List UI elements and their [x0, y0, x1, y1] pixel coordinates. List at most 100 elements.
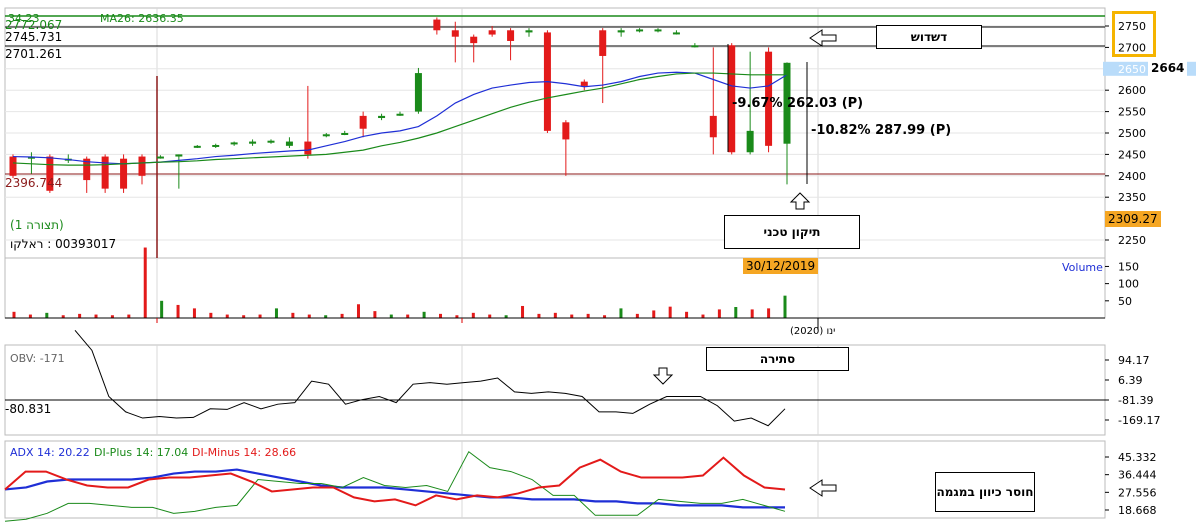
price-value-3: 2701.261: [5, 47, 63, 61]
candle-up: [636, 29, 644, 32]
volume-bar: [406, 314, 410, 318]
candle-up: [617, 30, 625, 33]
volume-label: Volume: [1062, 261, 1103, 274]
candle-down: [138, 156, 146, 176]
candle-down: [470, 36, 478, 44]
candle-up: [396, 113, 404, 116]
price-tag-2309: 2309.27: [1105, 211, 1161, 227]
volume-bar: [373, 311, 377, 318]
arrow-left-sideways: [809, 29, 837, 47]
obv-ytick-label: -81.39: [1118, 394, 1153, 407]
candle-up: [322, 134, 330, 137]
obv-ytick-label: 94.17: [1118, 354, 1150, 367]
candle-up: [212, 144, 220, 147]
price-ytick-highlight: 2650: [1118, 63, 1146, 76]
candle-up: [27, 156, 35, 159]
volume-bar: [603, 315, 607, 318]
volume-ytick-label: 50: [1118, 295, 1132, 308]
candle-down: [580, 81, 588, 86]
ma-legend-1: 34.23: [8, 12, 40, 25]
candle-up: [267, 140, 275, 143]
volume-bar: [767, 308, 771, 318]
volume-bar: [619, 308, 623, 318]
obv-label: OBV: -171: [10, 352, 65, 365]
volume-bar: [652, 310, 656, 318]
ma-legend-2: MA26: 2636.35: [100, 12, 184, 25]
retracement-label-1: -9.67% 262.03 (P): [732, 96, 864, 111]
volume-ytick-label: 100: [1118, 278, 1139, 291]
volume-bar: [176, 304, 180, 318]
price-ytick-label: 2700: [1118, 41, 1146, 54]
candle-up: [672, 32, 680, 35]
volume-panel-frame: [4, 257, 1106, 319]
volume-bar: [78, 313, 82, 318]
price-ytick-label: 2550: [1118, 106, 1146, 119]
diplus-line: [4, 450, 786, 522]
candle-up: [285, 141, 293, 146]
ma-long-line: [12, 72, 787, 166]
candle-up: [341, 133, 349, 135]
candle-up: [691, 45, 699, 48]
annotation-sideways: דשדוש: [876, 25, 982, 49]
volume-bar: [668, 306, 672, 318]
candle-down: [83, 158, 91, 181]
candle-up: [525, 30, 533, 33]
xaxis-label: ינו (2020): [790, 326, 836, 337]
price-ytick-label: 2600: [1118, 84, 1146, 97]
volume-bar: [258, 314, 262, 318]
candle-down: [599, 30, 607, 56]
volume-bar: [750, 309, 754, 318]
price-ytick-label: 2250: [1118, 234, 1146, 247]
candle-down: [304, 141, 312, 155]
price-ytick-label: 2500: [1118, 127, 1146, 140]
price-value-2: 2745.731: [5, 30, 63, 44]
volume-bar: [422, 311, 426, 318]
volume-bar: [521, 305, 525, 318]
volume-bar: [110, 315, 114, 318]
volume-bar: [143, 247, 147, 318]
candle-down: [46, 156, 54, 191]
candle-up: [249, 141, 257, 144]
candle-down: [9, 156, 17, 176]
volume-bar: [734, 307, 738, 318]
volume-bar: [586, 313, 590, 318]
volume-bar: [537, 313, 541, 318]
candle-down: [728, 45, 736, 153]
volume-bar: [701, 314, 705, 318]
volume-bar: [439, 313, 443, 318]
adx-ytick-label: 18.668: [1118, 504, 1157, 517]
adx-ytick-label: 36.444: [1118, 469, 1157, 482]
volume-bar: [570, 314, 574, 318]
volume-bar: [553, 312, 557, 318]
arrow-down-divergence: [652, 367, 674, 385]
volume-bar: [488, 314, 492, 318]
candle-down: [488, 30, 496, 35]
volume-bar: [389, 314, 393, 318]
volume-bar: [291, 312, 295, 318]
obv-panel-frame: [4, 344, 1106, 436]
candle-down: [709, 115, 717, 138]
price-ytick-label: 2450: [1118, 148, 1146, 161]
price-ytick-label: 2400: [1118, 170, 1146, 183]
adx-panel-frame: [4, 440, 1106, 519]
diplus-label: DI-Plus 14: 17.04: [94, 446, 189, 459]
annotation-divergence: סתירה: [706, 347, 849, 371]
candle-down: [765, 51, 773, 146]
ma-short-line: [12, 71, 788, 165]
date-tag: 30/12/2019: [743, 258, 819, 274]
volume-bar: [209, 312, 213, 318]
candle-down: [359, 115, 367, 129]
candle-up: [230, 142, 238, 145]
volume-bar: [504, 315, 508, 318]
annotation-trend-lack: חוסר כיוון במגמה: [935, 472, 1035, 512]
highlight-frame: [1112, 11, 1156, 57]
candle-up: [175, 154, 183, 157]
volume-bar: [225, 314, 229, 318]
retracement-label-2: -10.82% 287.99 (P): [811, 123, 952, 138]
obv-value-left: -80.831: [5, 402, 52, 416]
candle-up: [654, 29, 662, 32]
candle-down: [451, 30, 459, 37]
adx-line: [4, 468, 785, 509]
volume-bar: [717, 309, 721, 318]
volume-bar: [783, 295, 787, 318]
